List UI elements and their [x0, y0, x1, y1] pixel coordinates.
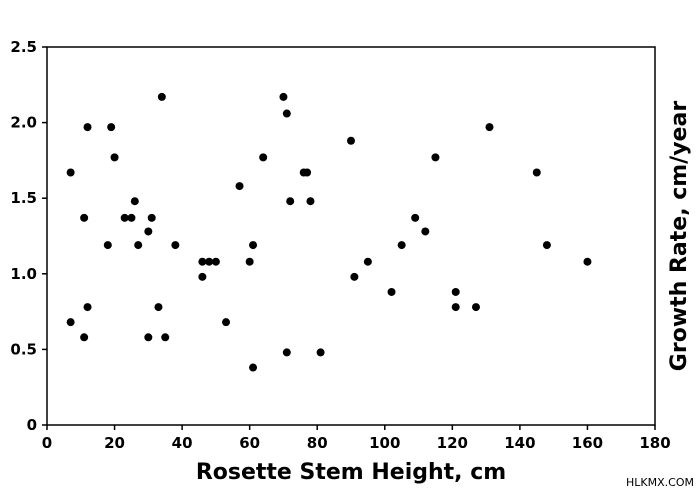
data-point [316, 348, 325, 357]
x-tick-label: 140 [504, 434, 535, 452]
data-point [154, 303, 163, 312]
y-tick-label: 2.5 [10, 38, 37, 56]
data-point [83, 123, 92, 132]
data-point [387, 287, 396, 296]
y-axis-ticks: 0 0.5 1.0 1.5 2.0 2.5 [10, 38, 47, 434]
data-point [198, 257, 207, 266]
data-point [134, 241, 143, 250]
data-point [235, 182, 244, 191]
x-tick-label: 0 [42, 434, 52, 452]
x-axis-title: Rosette Stem Height, cm [196, 460, 506, 485]
x-tick-label: 60 [239, 434, 260, 452]
data-point [110, 153, 119, 162]
data-point [471, 303, 480, 312]
y-tick-label: 1.0 [10, 265, 37, 283]
data-point [347, 136, 355, 145]
data-point [249, 241, 258, 250]
data-point [485, 123, 494, 132]
plot-area [46, 46, 656, 426]
data-points [66, 92, 592, 372]
data-point [66, 318, 75, 327]
y-axis-title: Growth Rate, cm/year [667, 101, 692, 372]
data-point [259, 153, 268, 162]
data-point [83, 303, 92, 312]
data-point [282, 109, 291, 118]
data-point [161, 333, 170, 342]
y-tick-label: 0 [27, 416, 37, 434]
x-tick-label: 180 [639, 434, 670, 452]
data-point [147, 213, 156, 222]
data-point [350, 272, 359, 281]
data-point [411, 213, 420, 222]
data-point [130, 197, 139, 206]
watermark-text: HLKMX.COM [626, 476, 694, 489]
data-point [451, 303, 460, 312]
x-tick-label: 80 [307, 434, 328, 452]
data-point [542, 241, 551, 250]
data-point [451, 287, 460, 296]
data-point [144, 227, 153, 236]
data-point [306, 197, 315, 206]
data-point [144, 333, 153, 342]
data-point [303, 168, 312, 177]
data-point [120, 213, 129, 222]
data-point [363, 257, 372, 266]
x-tick-label: 160 [572, 434, 603, 452]
data-point [127, 213, 136, 222]
data-point [286, 197, 295, 206]
data-point [80, 213, 89, 222]
data-point [211, 257, 220, 266]
data-point [249, 363, 258, 372]
data-point [66, 168, 75, 177]
x-axis-ticks: 0 20 40 60 80 100 120 140 160 180 [42, 425, 671, 452]
x-tick-label: 20 [104, 434, 125, 452]
data-point [279, 92, 288, 101]
y-tick-label: 2.0 [10, 114, 37, 132]
data-point [397, 241, 406, 250]
data-point [157, 92, 166, 101]
data-point [171, 241, 180, 250]
y-tick-label: 0.5 [10, 340, 37, 358]
y-tick-label: 1.5 [10, 189, 37, 207]
data-point [532, 168, 541, 177]
data-point [80, 333, 89, 342]
data-point [103, 241, 112, 250]
data-point [198, 272, 207, 281]
data-point [431, 153, 440, 162]
data-point [245, 257, 254, 266]
data-point [107, 123, 116, 132]
x-tick-label: 40 [172, 434, 193, 452]
data-point [205, 257, 214, 266]
x-tick-label: 100 [369, 434, 400, 452]
x-tick-label: 120 [437, 434, 468, 452]
data-point [282, 348, 291, 357]
data-point [583, 257, 592, 266]
data-point [222, 318, 231, 327]
data-point [421, 227, 430, 236]
